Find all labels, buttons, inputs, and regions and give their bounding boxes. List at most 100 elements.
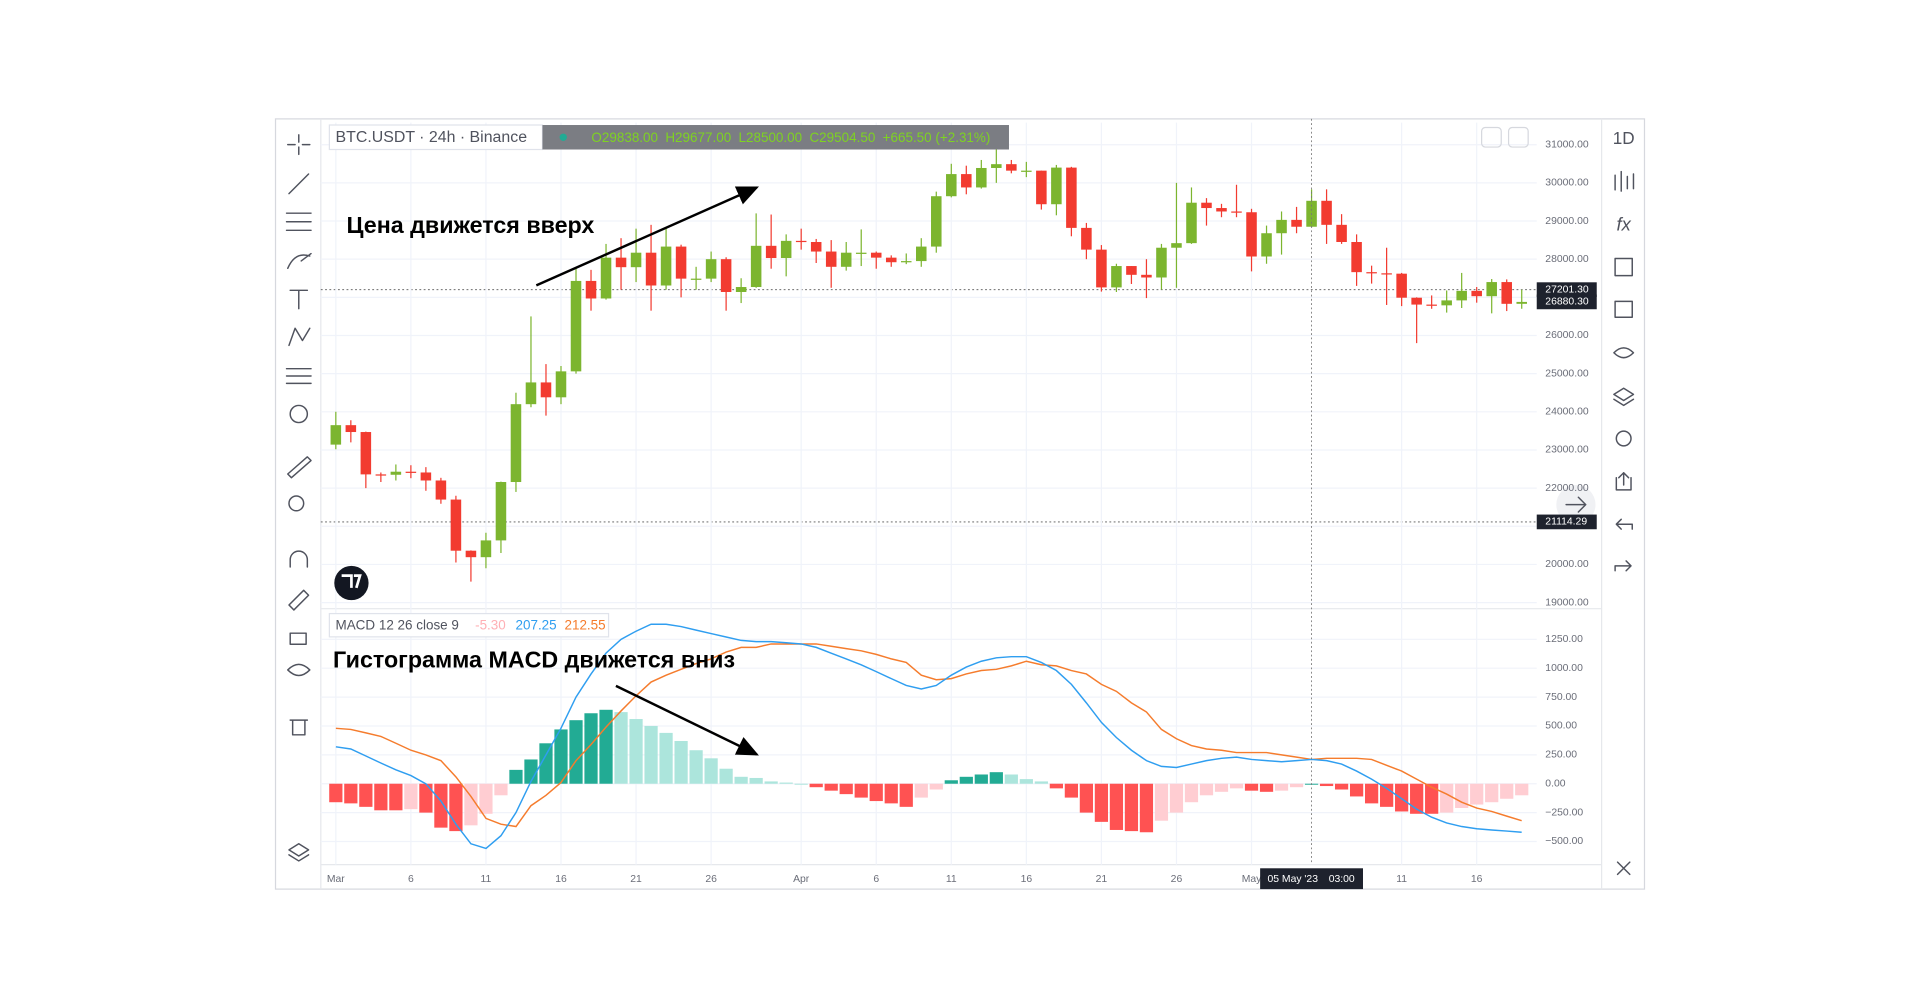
magnet-tool[interactable]	[289, 550, 309, 568]
candle-body	[1186, 202, 1197, 244]
histogram-bar	[674, 740, 688, 784]
histogram-bar	[1515, 783, 1529, 796]
price-label-bg	[1536, 282, 1597, 297]
delete-tool[interactable]	[289, 719, 309, 736]
y-tick-label: 28000.00	[1545, 254, 1589, 265]
histogram-bar	[644, 725, 658, 784]
x-tick-label: 11	[481, 874, 492, 885]
right-toolbar: 1D fx	[1613, 128, 1635, 876]
candle-body	[585, 280, 597, 299]
histogram-bar	[434, 783, 448, 828]
fib-tool[interactable]	[285, 212, 312, 232]
y-tick-label: 23000.00	[1545, 445, 1589, 456]
forecast-tool[interactable]	[285, 367, 312, 385]
candle-body	[1156, 247, 1167, 278]
candle-body	[1261, 233, 1272, 257]
candle-body	[1231, 211, 1242, 213]
candle-body	[510, 404, 522, 483]
histogram-bar	[629, 719, 643, 784]
ohlc-value: C29504.50	[809, 130, 875, 145]
y-tick-label: 24000.00	[1545, 407, 1589, 418]
candle-body	[825, 251, 837, 267]
ohlc-value: +665.50 (+2.31%)	[883, 130, 991, 145]
annotation: Гистограмма MACD движется вниз	[333, 646, 735, 672]
histogram-bar	[749, 777, 763, 784]
histogram-bar	[584, 713, 598, 784]
ruler-tool[interactable]	[287, 456, 312, 479]
indicator-box[interactable]	[328, 612, 610, 638]
settings-button[interactable]	[1615, 430, 1632, 447]
object-tree[interactable]	[288, 843, 310, 862]
candle-body	[1471, 290, 1482, 297]
text-tool[interactable]	[289, 289, 309, 310]
histogram-bar	[689, 750, 703, 784]
zoom-tool[interactable]	[288, 495, 305, 512]
y-tick-label: 25000.00	[1545, 368, 1589, 379]
candle-body	[600, 257, 612, 299]
trendline-tool[interactable]	[288, 173, 310, 195]
layout-button[interactable]	[1614, 300, 1633, 319]
pattern-tool[interactable]	[288, 327, 311, 347]
histogram-bar	[779, 782, 793, 784]
candle-body	[1216, 208, 1227, 212]
candle-body	[1291, 219, 1302, 227]
candle-body	[555, 371, 567, 398]
layers-button[interactable]	[1613, 387, 1635, 407]
visibility-button[interactable]	[1613, 347, 1635, 359]
candle-body	[1441, 300, 1452, 306]
emoji-tool[interactable]	[289, 404, 309, 424]
candle-body	[450, 499, 462, 551]
candle-body	[1096, 249, 1107, 288]
candle-body	[885, 257, 897, 263]
symbol-box[interactable]	[328, 124, 544, 151]
histogram-bar	[419, 783, 433, 813]
candle-body	[991, 164, 1002, 168]
download-button[interactable]	[1481, 126, 1502, 148]
histogram-bar	[719, 768, 733, 784]
candle-body	[375, 474, 387, 476]
close-button[interactable]	[1616, 861, 1631, 876]
brush-tool[interactable]	[287, 252, 312, 270]
lock-tool[interactable]	[289, 632, 307, 645]
histogram-bar	[1244, 783, 1259, 791]
interval-button[interactable]: 1D	[1613, 128, 1635, 148]
signal-line	[335, 643, 1522, 828]
candle-body	[1246, 212, 1257, 257]
histogram-bar	[599, 709, 613, 784]
candle-body	[330, 425, 342, 445]
candle-body	[810, 242, 822, 252]
x-tick-label: May	[1242, 874, 1262, 885]
candle-body	[1486, 282, 1497, 297]
candle-body	[1411, 297, 1422, 305]
share-button[interactable]	[1615, 472, 1632, 491]
macd-line	[335, 623, 1522, 850]
candle-body	[946, 174, 957, 197]
candle-body	[870, 252, 882, 258]
compare-button[interactable]	[1614, 257, 1633, 277]
candle-body	[1126, 266, 1137, 275]
candles	[330, 144, 1527, 582]
indicators-button[interactable]: fx	[1617, 213, 1632, 234]
y-tick-label: 26000.00	[1545, 330, 1589, 341]
hide-tool[interactable]	[287, 663, 311, 677]
redo-button[interactable]	[1614, 560, 1632, 572]
chart-type[interactable]	[1614, 170, 1635, 192]
screenshot-button[interactable]	[1507, 126, 1529, 148]
histogram-bar	[1274, 783, 1289, 791]
candle-body	[1066, 167, 1077, 228]
undo-button[interactable]	[1615, 518, 1633, 530]
histogram-bar	[1259, 783, 1274, 792]
crosshair-tool[interactable]	[287, 134, 311, 156]
histogram-bar	[1349, 783, 1364, 797]
stay-drawing-tool[interactable]	[288, 589, 310, 611]
histogram-bar	[1139, 783, 1154, 833]
candle-body	[795, 240, 807, 243]
histogram-bar	[569, 720, 583, 784]
candle-body	[420, 472, 432, 481]
candle-body	[1336, 224, 1347, 243]
symbol-title: BTC.USDT · 24h · Binance	[336, 129, 528, 146]
histogram-bar	[1455, 783, 1469, 808]
histogram-bar	[704, 758, 718, 784]
candle-body	[570, 280, 582, 372]
